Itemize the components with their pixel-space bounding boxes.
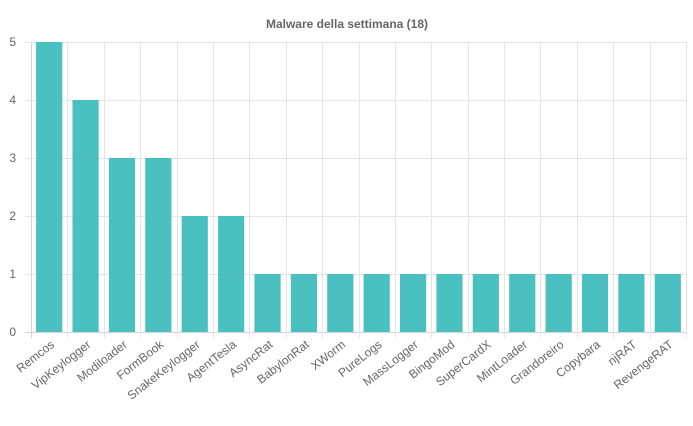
bar[interactable]: [618, 274, 645, 332]
bar[interactable]: [145, 158, 172, 332]
bar[interactable]: [509, 274, 536, 332]
bar[interactable]: [108, 158, 136, 332]
chart-title: Malware della settimana (18): [266, 17, 428, 31]
y-tick-label: 0: [9, 325, 16, 339]
y-tick-label: 2: [9, 209, 16, 223]
y-tick-label: 3: [9, 151, 16, 165]
bar[interactable]: [363, 274, 390, 332]
bar[interactable]: [436, 274, 463, 332]
bars: [36, 42, 681, 332]
bar[interactable]: [654, 274, 681, 332]
bar[interactable]: [254, 274, 281, 332]
y-tick-label: 4: [9, 93, 16, 107]
bar[interactable]: [218, 216, 245, 332]
bar[interactable]: [399, 274, 427, 332]
bar[interactable]: [181, 216, 208, 332]
bar[interactable]: [290, 274, 318, 332]
y-axis-ticks: 0 1 2 3 4 5: [9, 35, 16, 339]
bar[interactable]: [545, 274, 572, 332]
bar[interactable]: [36, 42, 63, 332]
grid: [25, 42, 687, 338]
y-tick-label: 1: [9, 267, 16, 281]
bar[interactable]: [327, 274, 354, 332]
x-axis-ticks: RemcosVipKeyloggerModiloaderFormBookSnak…: [14, 337, 676, 403]
bar[interactable]: [472, 274, 499, 332]
bar[interactable]: [72, 100, 99, 332]
bar[interactable]: [581, 274, 609, 332]
y-tick-label: 5: [9, 35, 16, 49]
